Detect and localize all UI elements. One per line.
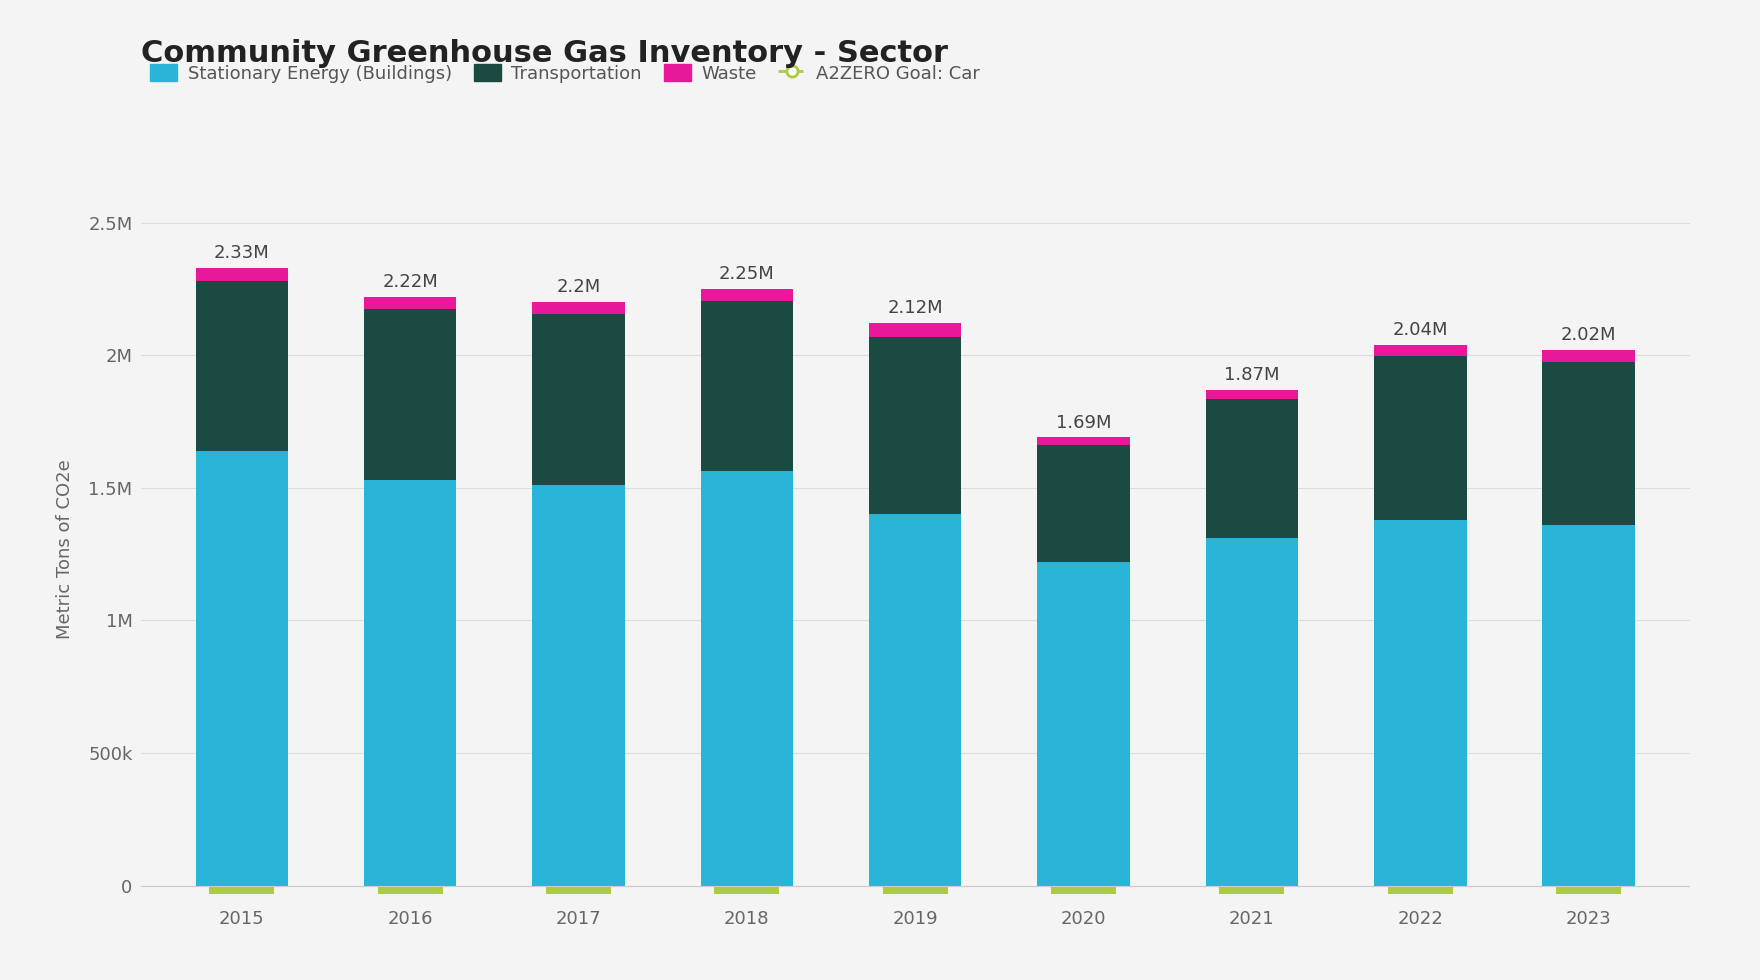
Bar (869, 336, 961, 514)
Bar (546, 886, 611, 894)
Bar (869, 514, 961, 886)
Bar (195, 451, 289, 886)
Bar (869, 323, 961, 336)
Bar (532, 485, 625, 886)
Bar (700, 301, 794, 470)
Bar (1542, 362, 1635, 525)
Bar (209, 886, 275, 894)
Text: 2.33M: 2.33M (215, 244, 269, 262)
Text: 2.04M: 2.04M (1392, 320, 1448, 339)
Text: 2.02M: 2.02M (1561, 326, 1616, 344)
Bar (1375, 519, 1466, 886)
Text: 2.2M: 2.2M (556, 278, 600, 296)
Bar (1389, 886, 1452, 894)
Bar (1037, 563, 1130, 886)
Text: 1.87M: 1.87M (1225, 366, 1280, 384)
Bar (1037, 437, 1130, 445)
Text: 2.25M: 2.25M (720, 265, 774, 283)
Bar (1220, 886, 1285, 894)
Bar (532, 302, 625, 314)
Bar (364, 480, 456, 886)
Legend: Stationary Energy (Buildings), Transportation, Waste, A2ZERO Goal: Car: Stationary Energy (Buildings), Transport… (150, 64, 980, 82)
Bar (195, 268, 289, 281)
Bar (1375, 357, 1466, 519)
Bar (884, 886, 947, 894)
Bar (1051, 886, 1116, 894)
Bar (700, 470, 794, 886)
Bar (1542, 350, 1635, 362)
Bar (1542, 525, 1635, 886)
Bar (378, 886, 442, 894)
Bar (715, 886, 780, 894)
Bar (1037, 445, 1130, 563)
Bar (700, 289, 794, 301)
Bar (364, 309, 456, 480)
Bar (1556, 886, 1621, 894)
Bar (1206, 399, 1299, 538)
Bar (364, 297, 456, 309)
Bar (532, 314, 625, 485)
Text: 1.69M: 1.69M (1056, 414, 1111, 431)
Bar (1375, 345, 1466, 357)
Text: 2.22M: 2.22M (382, 273, 438, 291)
Bar (195, 281, 289, 451)
Text: Community Greenhouse Gas Inventory - Sector: Community Greenhouse Gas Inventory - Sec… (141, 39, 949, 69)
Bar (1206, 390, 1299, 399)
Y-axis label: Metric Tons of CO2e: Metric Tons of CO2e (56, 459, 74, 639)
Bar (1206, 538, 1299, 886)
Text: 2.12M: 2.12M (887, 300, 943, 318)
